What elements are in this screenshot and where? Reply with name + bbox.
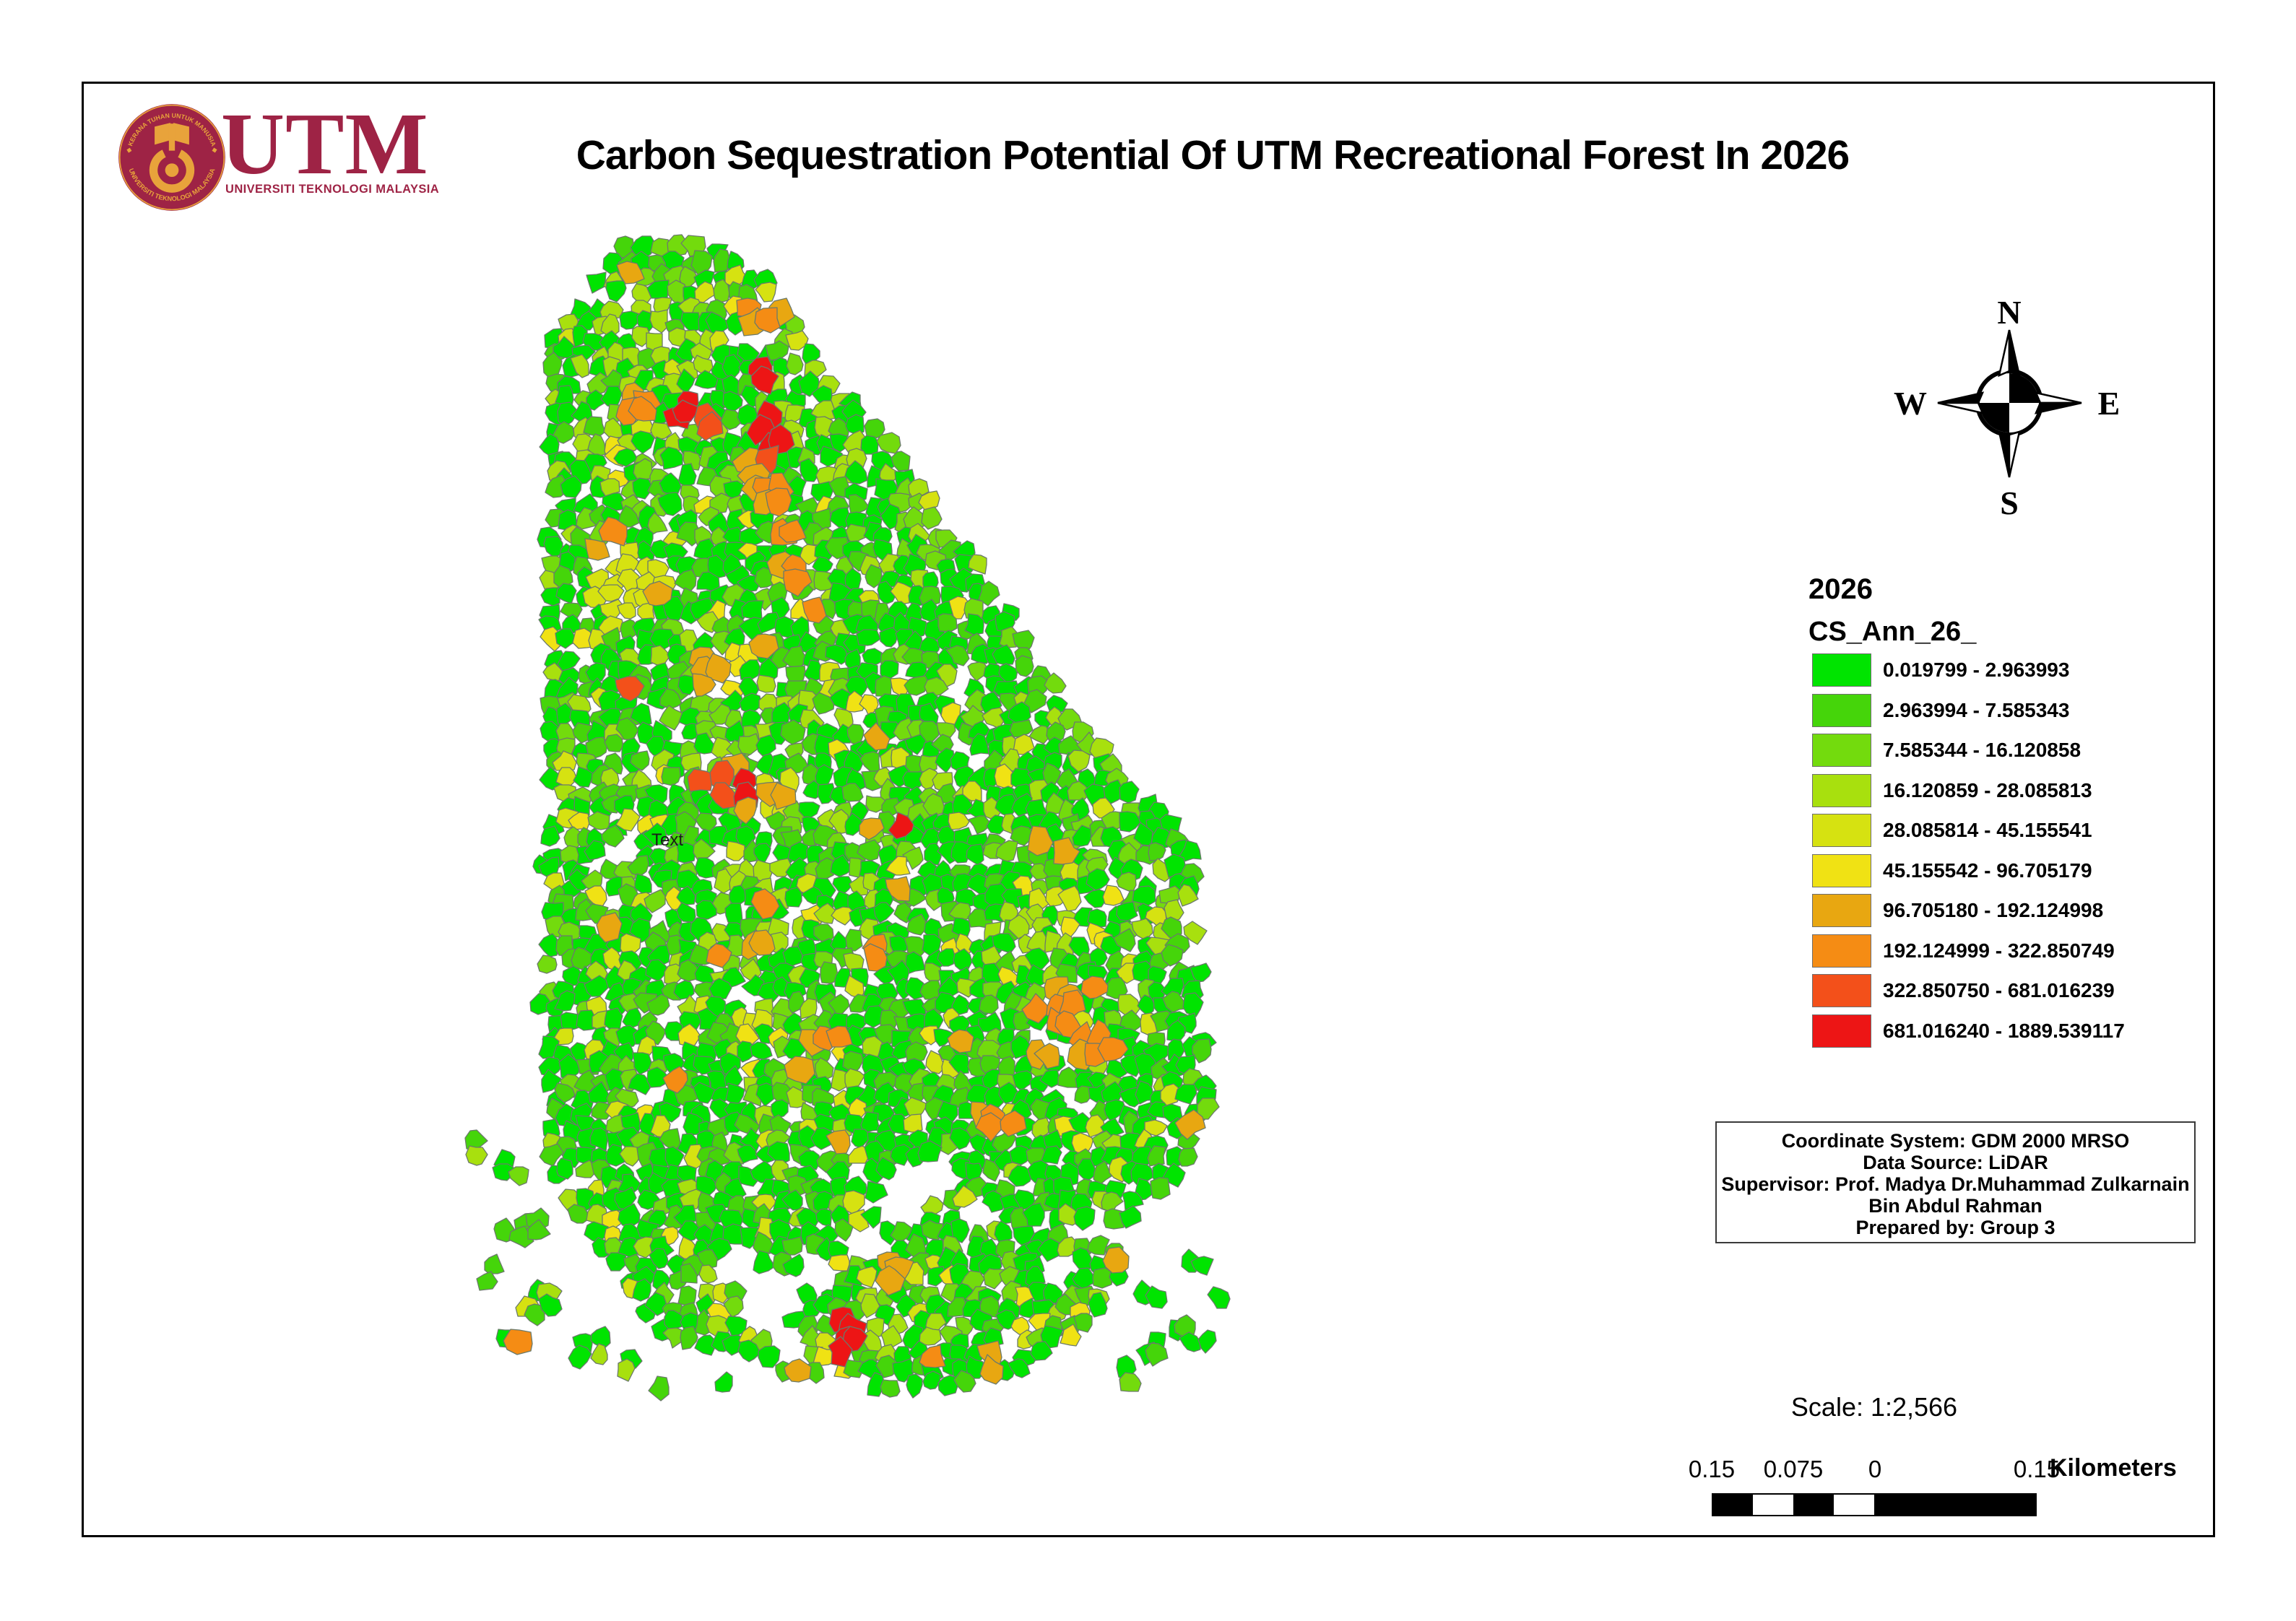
legend-row: 681.016240 - 1889.539117 [1812, 1014, 2125, 1048]
compass-north-label: N [1997, 294, 2021, 331]
legend-row: 16.120859 - 28.085813 [1812, 773, 2092, 807]
scale-ratio-label: Scale: 1:2,566 [1790, 1392, 1958, 1422]
legend-swatch [1812, 1014, 1871, 1048]
legend-row: 28.085814 - 45.155541 [1812, 814, 2092, 847]
seal-book-gimbal-icon [149, 123, 195, 193]
legend-class-label: 16.120859 - 28.085813 [1883, 778, 2092, 801]
scale-bar [1712, 1493, 2037, 1516]
scale-bar-segment [1753, 1495, 1793, 1515]
scale-bar-tick-label: 0 [1868, 1456, 1882, 1482]
legend-swatch [1812, 853, 1871, 887]
legend-class-label: 96.705180 - 192.124998 [1883, 899, 2104, 921]
legend-row: 0.019799 - 2.963993 [1812, 653, 2069, 687]
legend-swatch [1812, 974, 1871, 1007]
info-box-line: Supervisor: Prof. Madya Dr.Muhammad Zulk… [1721, 1173, 2190, 1195]
utm-wordmark: UTM [221, 95, 429, 193]
legend-year-heading: 2026 [1808, 573, 1873, 605]
scale-bar-segment [1834, 1495, 1874, 1515]
info-box-line: Data Source: LiDAR [1863, 1152, 2048, 1173]
legend-swatch [1812, 934, 1871, 968]
info-box-line: Bin Abdul Rahman [1868, 1195, 2042, 1217]
map-info-box: Coordinate System: GDM 2000 MRSO Data Sou… [1715, 1121, 2196, 1243]
legend-class-label: 2.963994 - 7.585343 [1883, 698, 2070, 721]
legend-row: 2.963994 - 7.585343 [1812, 693, 2070, 727]
legend-swatch [1812, 653, 1871, 687]
compass-west-label: W [1894, 385, 1927, 422]
legend-swatch [1812, 693, 1871, 727]
legend-row: 45.155542 - 96.705179 [1812, 853, 2092, 887]
scale-bar-segment [1874, 1495, 2035, 1515]
north-arrow-icon: N S E W [1894, 294, 2120, 521]
legend-row: 7.585344 - 16.120858 [1812, 734, 2081, 767]
legend-class-label: 0.019799 - 2.963993 [1883, 659, 2070, 681]
info-box-line: Prepared by: Group 3 [1855, 1217, 2055, 1238]
legend-class-label: 7.585344 - 16.120858 [1883, 739, 2081, 761]
legend-row: 96.705180 - 192.124998 [1812, 894, 2103, 927]
legend-class-label: 322.850750 - 681.016239 [1883, 979, 2115, 1001]
compass-south-label: S [2000, 484, 2019, 521]
legend-swatch [1812, 894, 1871, 927]
utm-logo-subtitle: UNIVERSITI TEKNOLOGI MALAYSIA [225, 183, 440, 196]
legend-row: 192.124999 - 322.850749 [1812, 934, 2115, 968]
scale-bar-segment [1713, 1495, 1753, 1515]
scale-bar-tick-label: 0.075 [1763, 1456, 1824, 1482]
map-title: Carbon Sequestration Potential Of UTM Re… [576, 132, 1850, 178]
legend-swatch [1812, 773, 1871, 807]
legend-class-label: 28.085814 - 45.155541 [1883, 819, 2092, 841]
legend-row: 322.850750 - 681.016239 [1812, 974, 2115, 1007]
legend-class-label: 45.155542 - 96.705179 [1883, 859, 2092, 882]
legend-field-heading: CS_Ann_26_ [1808, 617, 1977, 647]
scale-bar-segment [1793, 1495, 1834, 1515]
legend-swatch [1812, 814, 1871, 847]
compass-east-label: E [2098, 385, 2120, 422]
scale-bar-unit-label: Kilometers [2050, 1454, 2177, 1482]
info-box-line: Coordinate System: GDM 2000 MRSO [1781, 1130, 2130, 1152]
legend-class-label: 681.016240 - 1889.539117 [1883, 1019, 2125, 1042]
map-stray-text-label: Text [651, 830, 684, 850]
legend-class-label: 192.124999 - 322.850749 [1883, 939, 2115, 962]
scale-bar-tick-label: 0.15 [2013, 1456, 2061, 1482]
legend-swatch [1812, 734, 1871, 767]
scale-bar-tick-label: 0.15 [1688, 1456, 1736, 1482]
utm-seal-icon: ◆ KERANA TUHAN UNTUK MANUSIA ◆ UNIVERSIT… [118, 104, 225, 211]
